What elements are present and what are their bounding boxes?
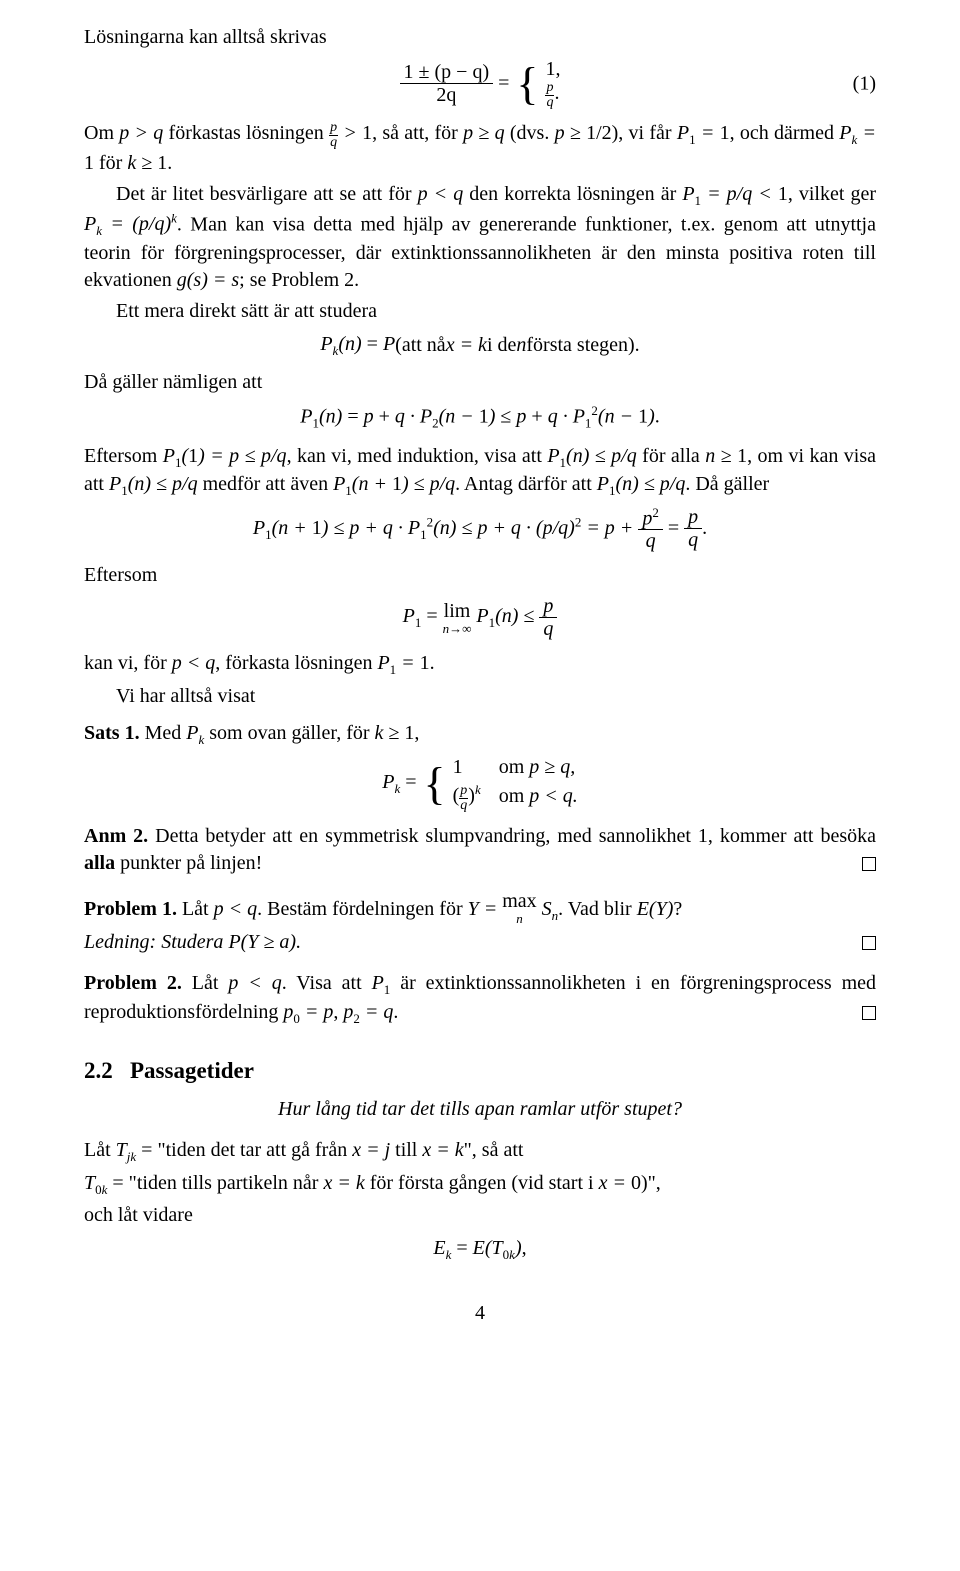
problem-2: Problem 2. Låt p < q. Visa att P1 är ext…	[84, 970, 876, 1027]
intro-line: Lösningarna kan alltså skrivas	[84, 24, 876, 51]
page-number: 4	[84, 1300, 876, 1327]
remark-2: Anm 2. Detta betyder att en symmetrisk s…	[84, 823, 876, 877]
theorem-1-label: Sats 1.	[84, 722, 140, 744]
epigraph: Hur lång tid tar det tills apan ramlar u…	[84, 1096, 876, 1123]
qed-box	[862, 1006, 876, 1020]
paragraph-7: kan vi, för p < q, förkasta lösningen P1…	[84, 650, 876, 679]
problem-1-hint: Ledning: Studera P(Y ≥ a).	[84, 929, 876, 956]
paragraph-4: Då gäller nämligen att	[84, 369, 876, 396]
paragraph-1: Om p > q förkastas lösningen pq > 1, så …	[84, 120, 876, 177]
remark-2-label: Anm 2.	[84, 825, 148, 847]
equation-p1n1: P1(n + 1) ≤ p + q · P12(n) ≤ p + q · (p/…	[84, 506, 876, 553]
paragraph-5: Eftersom P1(1) = p ≤ p/q, kan vi, med in…	[84, 443, 876, 500]
equation-1: 1 ± (p − q)2q = { 1, pq. (1)	[84, 57, 876, 110]
paragraph-10: T0k = "tiden tills partikeln når x = k f…	[84, 1170, 876, 1199]
qed-box	[862, 857, 876, 871]
problem-2-label: Problem 2.	[84, 972, 182, 994]
paragraph-9: Låt Tjk = "tiden det tar att gå från x =…	[84, 1137, 876, 1166]
paragraph-2: Det är litet besvärligare att se att för…	[84, 181, 876, 294]
section-2-2-heading: 2.2 Passagetider	[84, 1055, 876, 1086]
paragraph-3: Ett mera direkt sätt är att studera	[84, 298, 876, 325]
equation-ek: Ek = E(T0k),	[84, 1235, 876, 1264]
qed-box	[862, 936, 876, 950]
paragraph-8: Vi har alltså visat	[84, 683, 876, 710]
paragraph-6: Eftersom	[84, 562, 876, 589]
problem-1: Problem 1. Låt p < q. Bestäm fördelninge…	[84, 891, 876, 925]
equation-pk-cases: Pk = { 1 om p ≥ q, (pq)k om p < q.	[84, 754, 876, 813]
section-title: Passagetider	[130, 1058, 254, 1083]
paragraph-11: och låt vidare	[84, 1202, 876, 1229]
theorem-1: Sats 1. Med Pk som ovan gäller, för k ≥ …	[84, 720, 876, 749]
problem-1-label: Problem 1.	[84, 898, 177, 920]
section-number: 2.2	[84, 1058, 113, 1083]
equation-limit: P1 = limn→∞ P1(n) ≤ pq	[84, 595, 876, 640]
equation-1-number: (1)	[853, 70, 876, 97]
equation-p1n: P1(n) = p + q · P2(n − 1) ≤ p + q · P12(…	[84, 402, 876, 432]
equation-pk: Pk(n) = P(att nå x = k i de n första ste…	[84, 331, 876, 360]
